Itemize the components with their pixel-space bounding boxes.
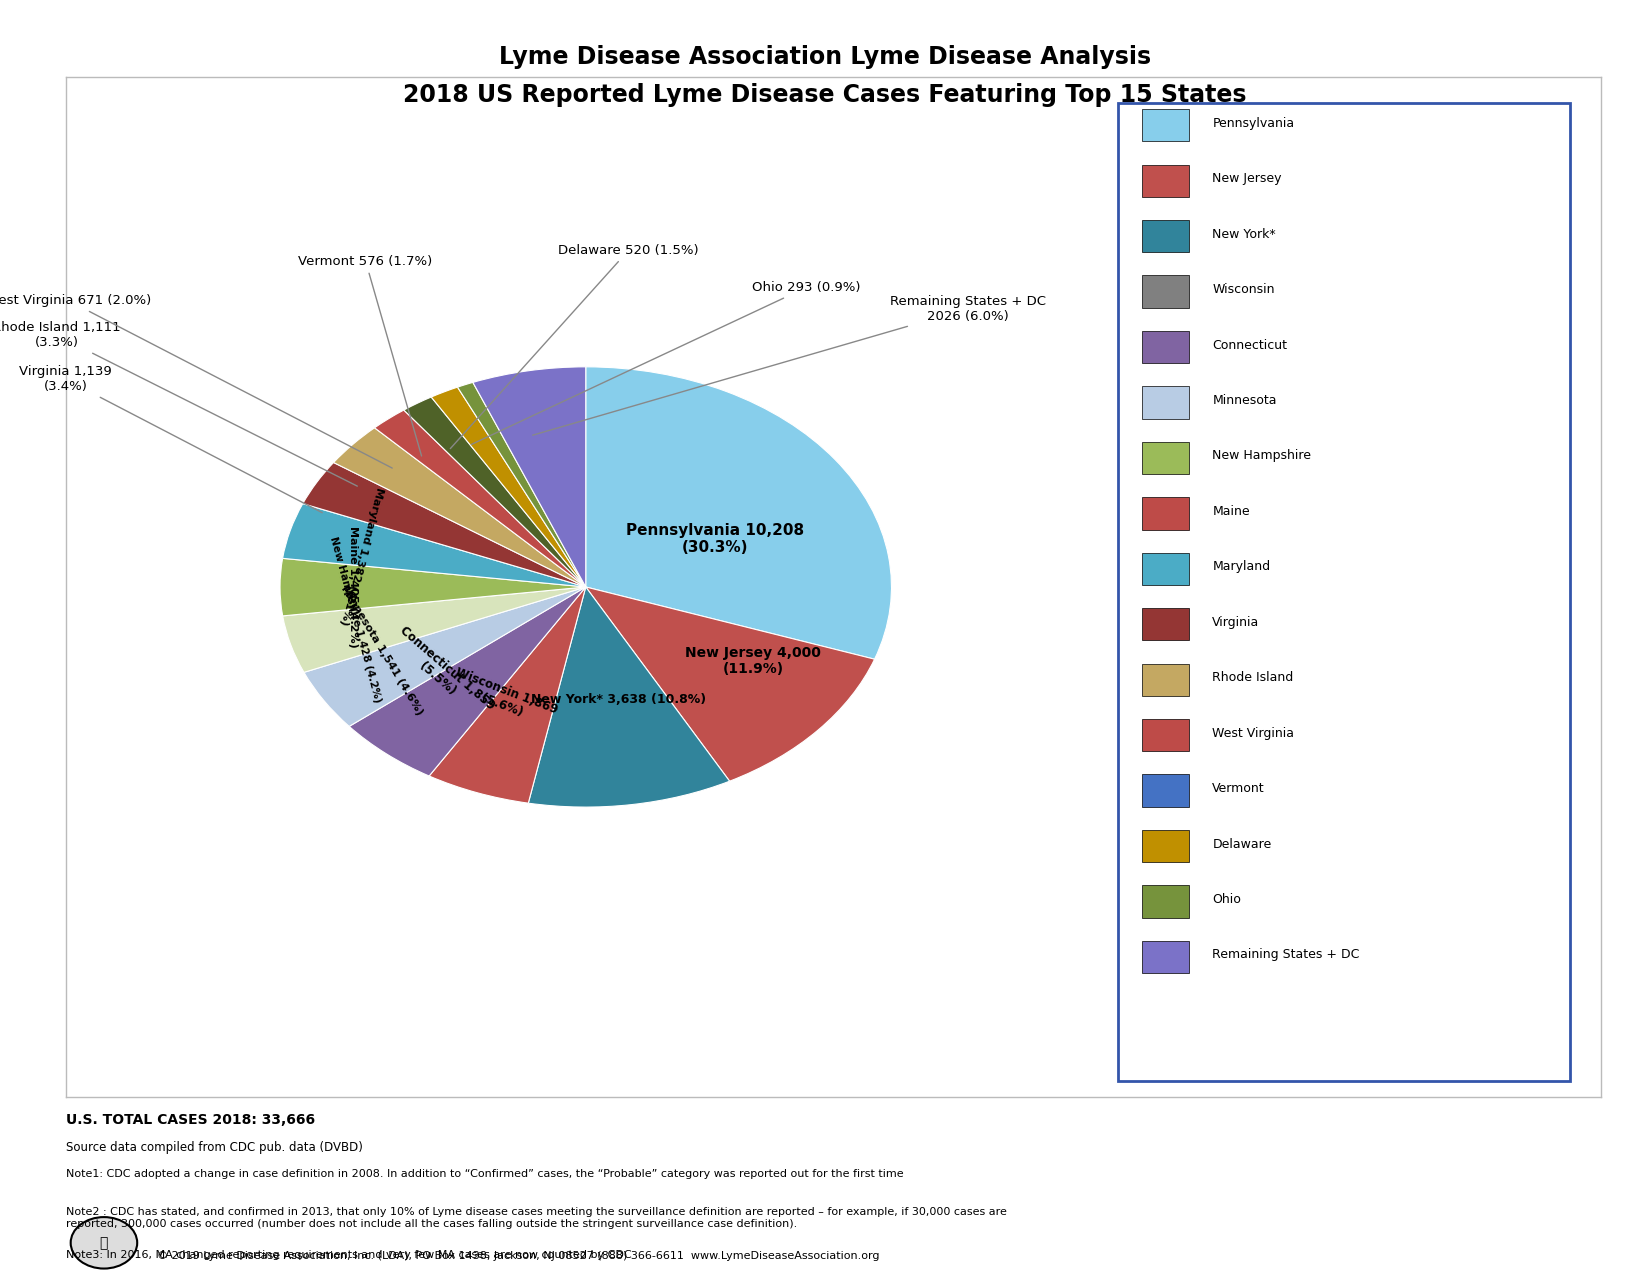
Text: Vermont 576 (1.7%): Vermont 576 (1.7%) [299, 255, 432, 456]
Text: Virginia 1,139
(3.4%): Virginia 1,139 (3.4%) [20, 365, 322, 513]
Wedge shape [429, 587, 586, 803]
Text: Maine 1,405 (4.2%): Maine 1,405 (4.2%) [348, 526, 358, 648]
Wedge shape [528, 587, 729, 808]
Bar [1142, 664, 1188, 695]
Wedge shape [375, 410, 586, 587]
Text: U.S. TOTAL CASES 2018: 33,666: U.S. TOTAL CASES 2018: 33,666 [66, 1113, 315, 1127]
Wedge shape [431, 387, 586, 587]
Bar [1142, 718, 1188, 752]
Bar [1142, 829, 1188, 863]
Bar [1142, 775, 1188, 806]
Text: Lyme Disease Association Lyme Disease Analysis: Lyme Disease Association Lyme Disease An… [498, 45, 1152, 69]
Text: New Hampshire 1,428 (4.2%): New Hampshire 1,428 (4.2%) [328, 535, 383, 703]
Text: Remaining States + DC: Remaining States + DC [1213, 948, 1360, 961]
Text: Ohio 293 (0.9%): Ohio 293 (0.9%) [472, 281, 860, 444]
Text: Minnesota 1,541 (4.6%): Minnesota 1,541 (4.6%) [338, 584, 424, 717]
Text: Pennsylvania 10,208
(30.3%): Pennsylvania 10,208 (30.3%) [627, 523, 804, 555]
Circle shape [71, 1217, 137, 1268]
Bar [1142, 553, 1188, 584]
Bar [1142, 387, 1188, 419]
Bar [1142, 110, 1188, 142]
Text: 2018 US Reported Lyme Disease Cases Featuring Top 15 States: 2018 US Reported Lyme Disease Cases Feat… [403, 83, 1247, 107]
Text: New Jersey: New Jersey [1213, 172, 1282, 185]
Text: Minnesota: Minnesota [1213, 394, 1277, 407]
Text: New Jersey 4,000
(11.9%): New Jersey 4,000 (11.9%) [685, 646, 822, 676]
Text: Connecticut: Connecticut [1213, 338, 1287, 351]
Wedge shape [282, 587, 586, 672]
Text: New York*: New York* [1213, 227, 1275, 241]
Wedge shape [282, 504, 586, 587]
Bar [1142, 276, 1188, 308]
Text: Wisconsin: Wisconsin [1213, 283, 1275, 296]
Wedge shape [457, 383, 586, 587]
Wedge shape [280, 559, 586, 616]
Bar [1142, 609, 1188, 641]
Text: Wisconsin 1,869
(5.6%): Wisconsin 1,869 (5.6%) [449, 666, 559, 730]
Text: Maine: Maine [1213, 505, 1251, 518]
Text: West Virginia: West Virginia [1213, 726, 1294, 740]
Text: Connecticut 1,859
(5.5%): Connecticut 1,859 (5.5%) [388, 624, 497, 723]
Text: New Hampshire: New Hampshire [1213, 449, 1312, 462]
Wedge shape [586, 587, 874, 781]
Text: Virginia: Virginia [1213, 616, 1259, 629]
Wedge shape [474, 366, 586, 587]
Text: Delaware: Delaware [1213, 837, 1272, 851]
Bar [1142, 330, 1188, 364]
Bar [1142, 441, 1188, 475]
Wedge shape [350, 587, 586, 776]
Text: Rhode Island 1,111
(3.3%): Rhode Island 1,111 (3.3%) [0, 322, 358, 486]
Text: Vermont: Vermont [1213, 782, 1266, 795]
Text: 🦅: 🦅 [99, 1236, 109, 1249]
Text: Delaware 520 (1.5%): Delaware 520 (1.5%) [450, 244, 700, 449]
Text: Maryland: Maryland [1213, 560, 1270, 573]
Text: Rhode Island: Rhode Island [1213, 671, 1294, 684]
Bar [1142, 219, 1188, 253]
Text: Source data compiled from CDC pub. data (DVBD): Source data compiled from CDC pub. data … [66, 1141, 363, 1154]
Wedge shape [304, 587, 586, 726]
Text: Note1: CDC adopted a change in case definition in 2008. In addition to “Confirme: Note1: CDC adopted a change in case defi… [66, 1169, 904, 1179]
Text: Note2 : CDC has stated, and confirmed in 2013, that only 10% of Lyme disease cas: Note2 : CDC has stated, and confirmed in… [66, 1207, 1006, 1229]
Text: Remaining States + DC
2026 (6.0%): Remaining States + DC 2026 (6.0%) [533, 295, 1046, 435]
Bar [1142, 165, 1188, 197]
Text: New York* 3,638 (10.8%): New York* 3,638 (10.8%) [531, 693, 706, 707]
Wedge shape [302, 462, 586, 587]
Text: © 2019 Lyme Disease Association, Inc. (LDA), PO Box 1438, Jackson, NJ 08527 (888: © 2019 Lyme Disease Association, Inc. (L… [157, 1250, 879, 1261]
Bar [1142, 886, 1188, 917]
Bar [1142, 940, 1188, 974]
Text: Ohio: Ohio [1213, 893, 1241, 906]
Text: Pennsylvania: Pennsylvania [1213, 117, 1294, 130]
Text: Maryland 1,382 (4.1%): Maryland 1,382 (4.1%) [338, 486, 384, 627]
Text: Note3: In 2016, MA changed reporting requirements and very few MA cases are now : Note3: In 2016, MA changed reporting req… [66, 1250, 632, 1261]
Text: West Virginia 671 (2.0%): West Virginia 671 (2.0%) [0, 295, 393, 468]
Wedge shape [404, 397, 586, 587]
Bar [1142, 498, 1188, 530]
Wedge shape [586, 366, 891, 660]
Wedge shape [333, 427, 586, 587]
